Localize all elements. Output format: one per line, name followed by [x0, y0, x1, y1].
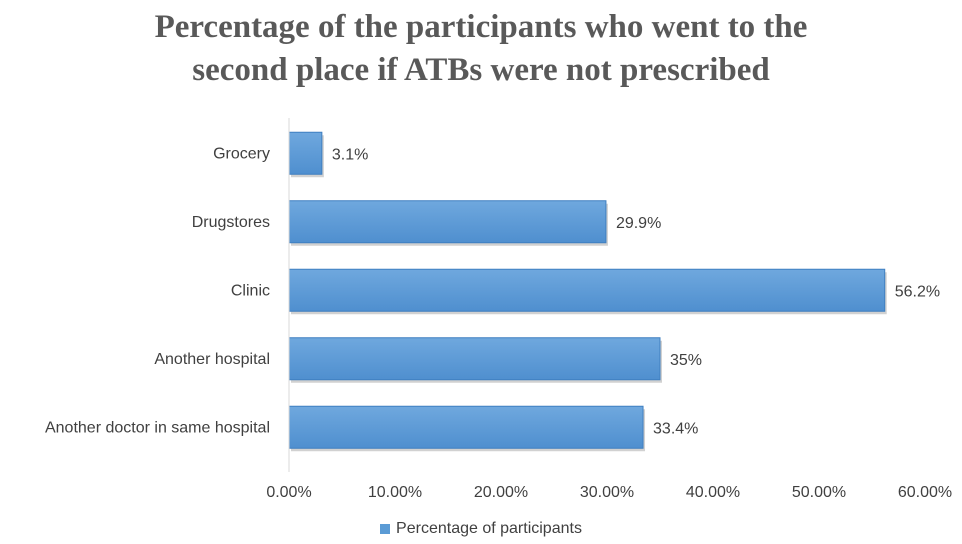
- bars-layer: [288, 131, 887, 452]
- y-tick-label: Drugstores: [192, 214, 270, 231]
- legend-label: Percentage of participants: [396, 520, 582, 537]
- y-tick-label: Clinic: [231, 282, 270, 299]
- x-tick-label: 10.00%: [368, 484, 422, 501]
- x-tick-label: 40.00%: [686, 484, 740, 501]
- chart-title: Percentage of the participants who went …: [0, 6, 962, 92]
- data-label: 29.9%: [616, 215, 661, 232]
- labels-layer: Grocery 3.1% Drugstores 29.9% Clinic 56.2% Ano…: [45, 145, 952, 501]
- x-tick-label: 50.00%: [792, 484, 846, 501]
- x-tick-label: 20.00%: [474, 484, 528, 501]
- data-label: 56.2%: [895, 283, 940, 300]
- chart-title-line-2: second place if ATBs were not prescribed: [192, 52, 770, 88]
- bar: [288, 337, 661, 381]
- y-tick-label: Another doctor in same hospital: [45, 419, 270, 436]
- data-label: 3.1%: [332, 146, 368, 163]
- bar: [288, 405, 644, 449]
- data-label: 33.4%: [653, 420, 698, 437]
- legend-item: Percentage of participants: [380, 520, 582, 538]
- bar: [288, 131, 323, 175]
- chart-title-line-1: Percentage of the participants who went …: [154, 9, 808, 45]
- x-tick-label: 0.00%: [266, 484, 311, 501]
- y-tick-label: Grocery: [213, 145, 270, 162]
- bar: [288, 268, 886, 312]
- x-tick-label: 60.00%: [898, 484, 952, 501]
- chart-legend: Percentage of participants: [0, 520, 962, 539]
- x-tick-label: 30.00%: [580, 484, 634, 501]
- y-tick-label: Another hospital: [154, 351, 270, 368]
- data-label: 35%: [670, 352, 702, 369]
- bar: [288, 200, 607, 244]
- legend-swatch: [380, 524, 391, 534]
